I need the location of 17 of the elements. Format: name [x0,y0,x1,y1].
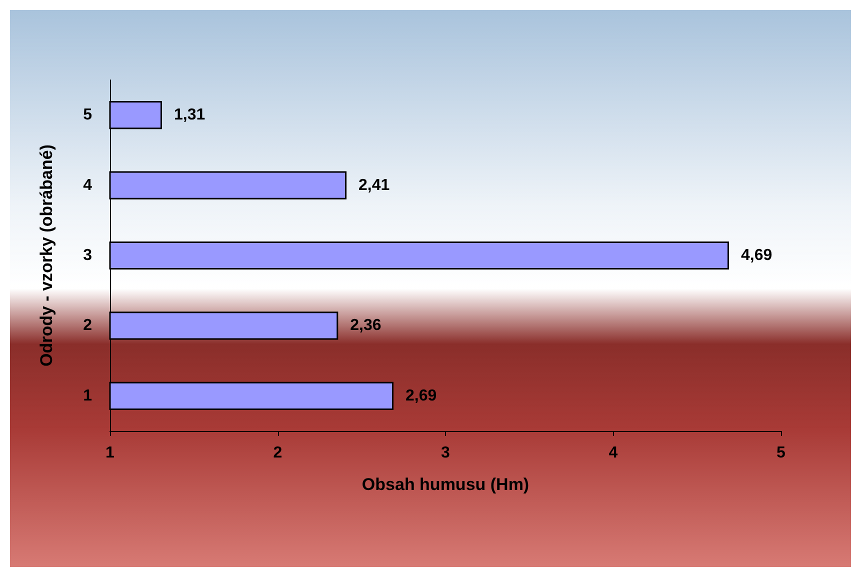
data-label: 4,69 [740,247,772,264]
y-axis-title: Odrody - vzorky (obrábané) [37,144,56,366]
data-label: 2,69 [405,387,437,404]
x-tick-label: 2 [273,444,282,462]
x-tick-label: 5 [776,444,786,462]
y-tick-label: 2 [83,317,92,334]
y-tick-label: 1 [83,387,92,404]
x-tick-label: 1 [106,444,115,462]
data-label: 2,41 [358,176,390,194]
x-tick-label: 3 [441,444,450,462]
y-tick-label: 4 [83,176,92,194]
y-tick-label: 3 [83,247,92,264]
x-tick-label: 4 [608,444,618,462]
y-tick-label: 5 [83,106,92,124]
x-axis-title: Obsah humusu (Hm) [362,475,530,494]
data-label: 1,31 [174,106,206,124]
data-label: 2,36 [350,317,382,334]
